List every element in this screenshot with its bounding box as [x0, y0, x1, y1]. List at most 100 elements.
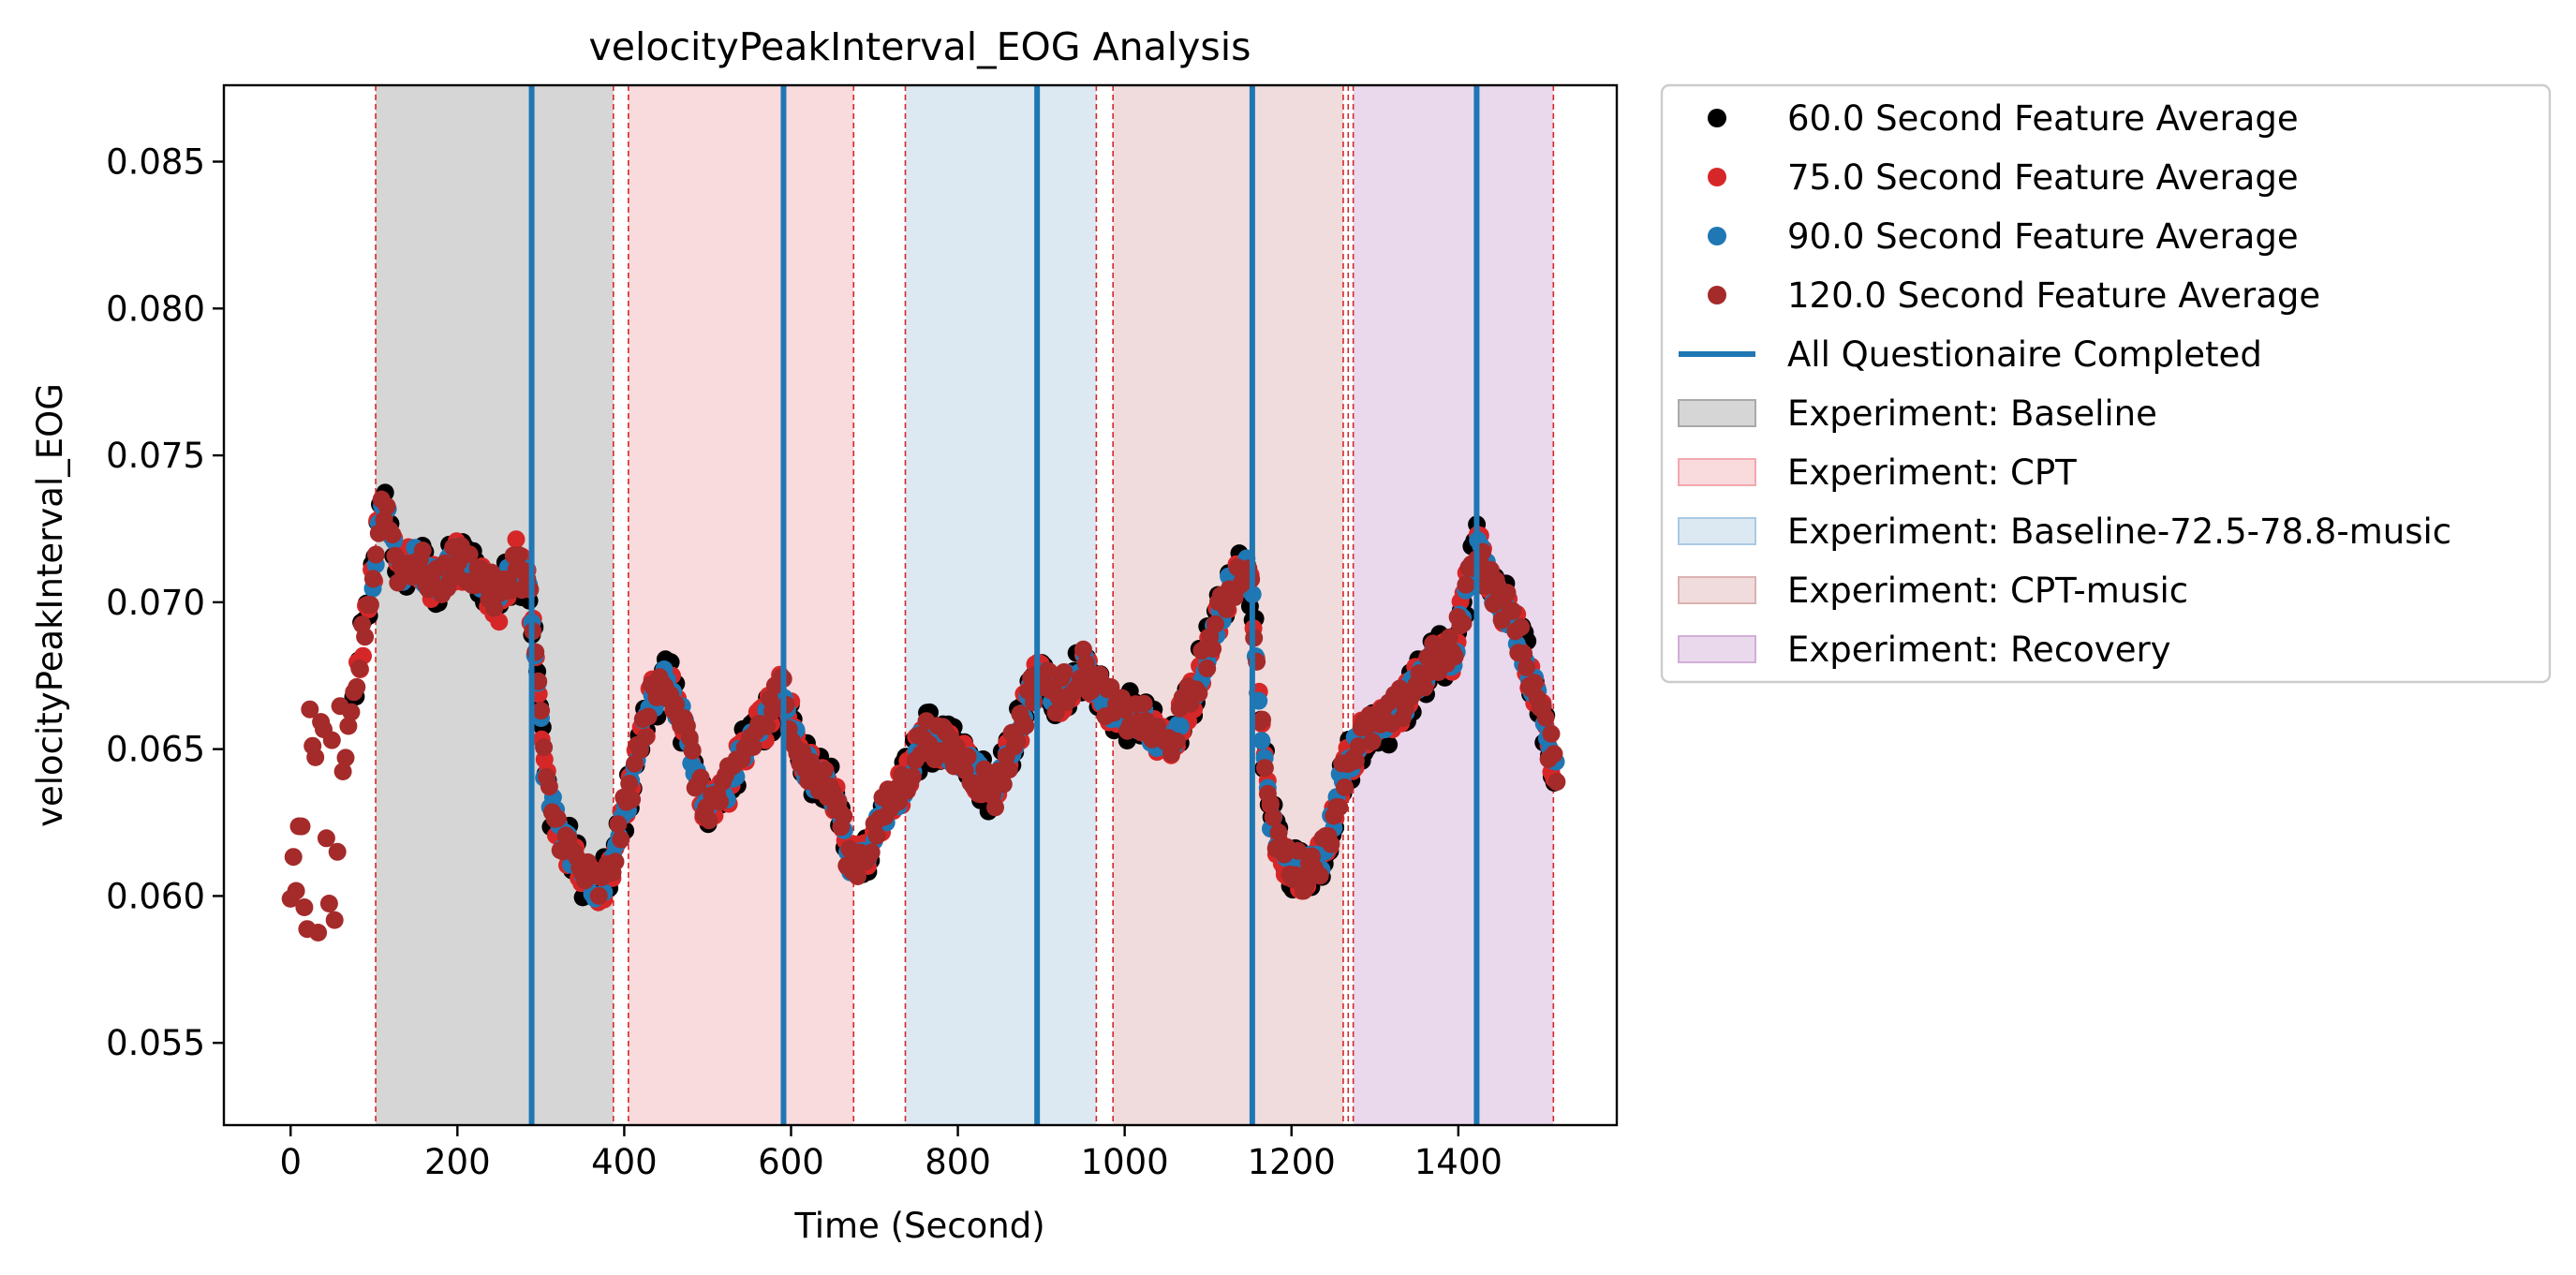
data-point [319, 895, 338, 912]
plot-frame [222, 83, 1619, 1127]
x-tick-label: 800 [925, 1142, 991, 1182]
x-axis-label: Time (Second) [793, 1206, 1044, 1246]
region-experiment-cpt [628, 85, 854, 1125]
data-point [535, 738, 554, 757]
y-tick-label: 0.065 [106, 730, 205, 770]
data-point [339, 717, 358, 735]
data-point [1207, 615, 1224, 633]
data-point [287, 882, 305, 900]
data-point [333, 763, 352, 780]
legend-item-all-questionaire-completed: All Questionaire Completed [1679, 334, 2262, 375]
data-point [361, 596, 379, 615]
legend-patch [1678, 635, 1756, 663]
data-point [700, 811, 718, 830]
legend-patch [1678, 517, 1756, 545]
data-point [336, 749, 355, 767]
region-experiment-baseline-72-5-78-8-music [905, 85, 1097, 1125]
data-point [1253, 710, 1271, 729]
data-point [691, 768, 710, 787]
data-point [763, 702, 781, 720]
y-tick-label: 0.075 [106, 436, 205, 476]
data-point [683, 741, 702, 760]
legend-frame [1660, 83, 2552, 684]
data-point [510, 546, 528, 564]
legend-item-experiment-baseline-72-5-78-8-music: Experiment: Baseline-72.5-78.8-music [1678, 511, 2451, 552]
legend-item-experiment-recovery: Experiment: Recovery [1678, 630, 2171, 670]
legend-label: 120.0 Second Feature Average [1787, 275, 2320, 316]
data-point [903, 767, 922, 786]
data-point [1190, 684, 1208, 703]
legend-label: 60.0 Second Feature Average [1787, 98, 2299, 139]
data-point [849, 867, 866, 885]
data-point [999, 761, 1018, 779]
legend-patch [1678, 399, 1756, 427]
data-point [589, 886, 608, 905]
data-point [1074, 640, 1092, 659]
data-point [284, 848, 303, 867]
data-point [667, 695, 686, 714]
data-point [1134, 694, 1153, 713]
region-boundaries [375, 85, 1555, 1125]
data-point [1072, 669, 1089, 688]
data-point [548, 809, 567, 828]
data-point [532, 702, 551, 720]
data-point [1322, 835, 1340, 853]
chart-title: velocityPeakInterval_EOG Analysis [588, 24, 1251, 69]
data-point [711, 793, 730, 811]
data-point [829, 793, 848, 810]
legend-item-experiment-baseline: Experiment: Baseline [1678, 393, 2157, 434]
legend-label: 90.0 Second Feature Average [1787, 216, 2299, 257]
data-point [1310, 867, 1329, 885]
data-point [1289, 841, 1308, 860]
y-axis-label: velocityPeakInterval_EOG [30, 383, 70, 827]
data-point [485, 599, 504, 617]
x-tick-label: 1000 [1081, 1142, 1169, 1182]
legend-item-90-0-second-feature-average: 90.0 Second Feature Average [1708, 216, 2299, 257]
data-point [1457, 575, 1475, 594]
data-point [744, 738, 762, 756]
x-tick-label: 0 [279, 1142, 302, 1182]
data-point [413, 541, 432, 560]
data-point [1167, 732, 1186, 750]
x-tick-label: 200 [424, 1142, 491, 1182]
data-point [1038, 661, 1057, 680]
legend-label: Experiment: CPT-music [1787, 571, 2188, 611]
data-point [1255, 759, 1274, 778]
data-point [1440, 628, 1458, 646]
data-point [609, 815, 628, 834]
data-point [1454, 615, 1473, 632]
data-point [623, 790, 642, 808]
data-point [383, 526, 402, 544]
data-point [356, 628, 375, 646]
data-point [1547, 773, 1566, 792]
legend-label: 75.0 Second Feature Average [1787, 157, 2299, 198]
legend-marker [1708, 168, 1726, 186]
legend-item-experiment-cpt: Experiment: CPT [1678, 452, 2077, 493]
series-120-0-second-feature-average [281, 490, 1566, 941]
data-point [1008, 732, 1027, 750]
data-point [1252, 732, 1271, 750]
data-point [363, 570, 382, 588]
data-point [1380, 735, 1399, 754]
data-point [1503, 601, 1522, 620]
data-point [1349, 737, 1368, 755]
data-point [540, 778, 558, 796]
data-point [1102, 678, 1120, 696]
data-point [1536, 708, 1555, 727]
data-point [1198, 660, 1217, 677]
data-point [378, 497, 396, 515]
legend-marker [1708, 227, 1726, 245]
data-point [1542, 724, 1561, 743]
data-point [1415, 678, 1434, 697]
data-point [612, 830, 630, 849]
data-point [1498, 584, 1517, 602]
experiment-regions [376, 85, 1554, 1125]
data-point [301, 700, 319, 719]
data-point [1025, 693, 1044, 712]
legend-patch [1678, 576, 1756, 604]
legend-marker [1708, 286, 1726, 304]
data-point [1445, 647, 1464, 666]
data-point [1046, 704, 1065, 722]
data-point [292, 817, 311, 836]
